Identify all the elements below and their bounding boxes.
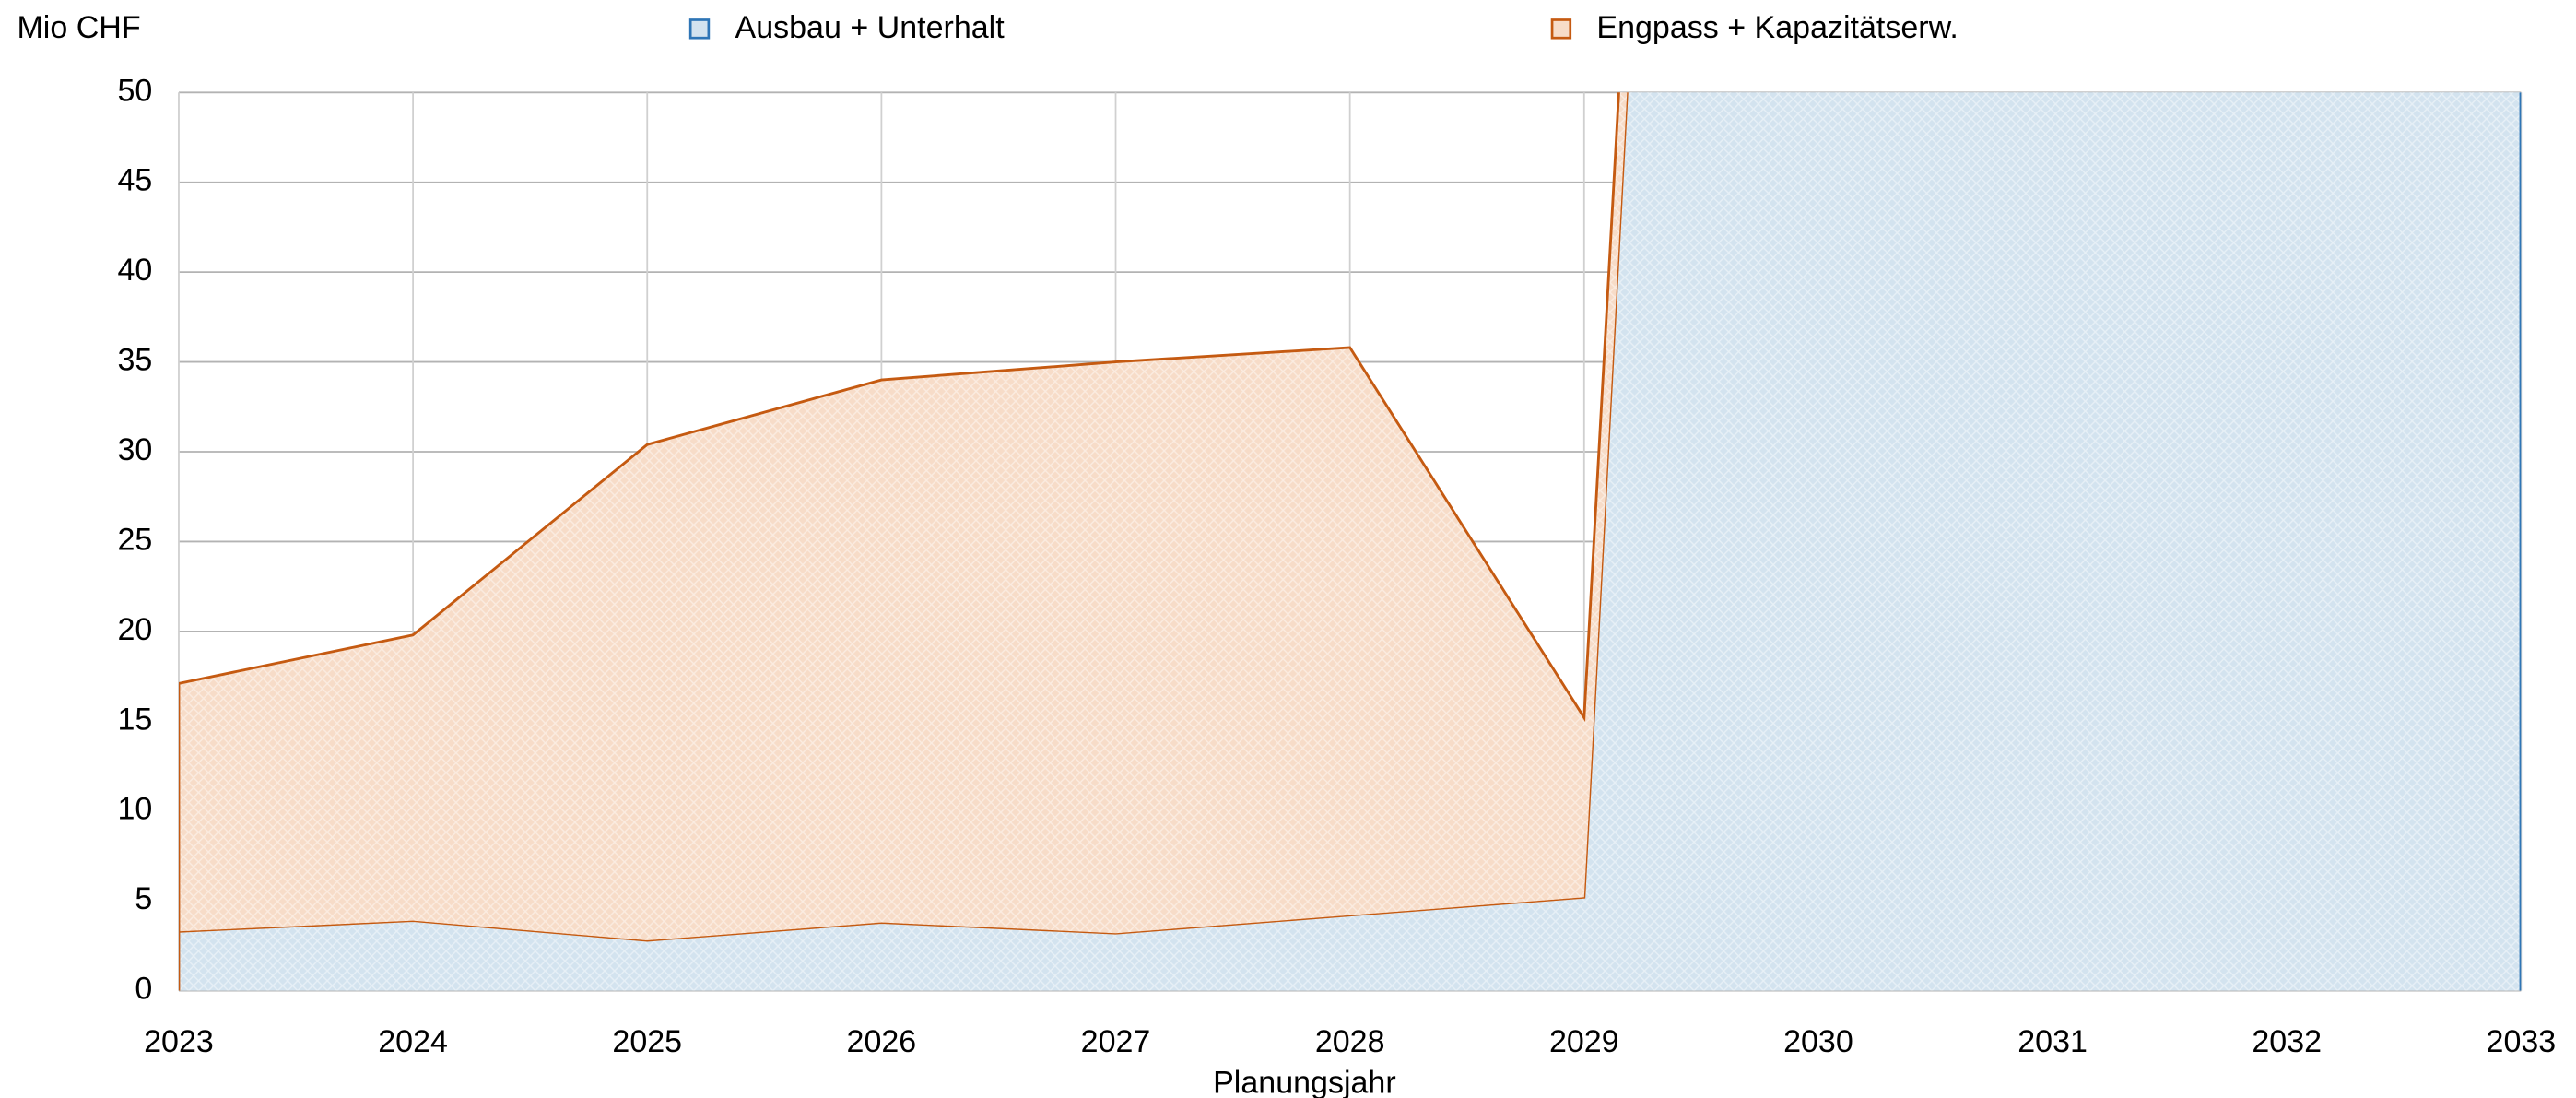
x-tick-label: 2025 bbox=[612, 1024, 682, 1059]
y-tick-label: 40 bbox=[117, 253, 152, 288]
x-tick-label: 2033 bbox=[2487, 1024, 2557, 1059]
x-tick-label: 2029 bbox=[1549, 1024, 1619, 1059]
y-axis-title: Mio CHF bbox=[17, 10, 140, 45]
x-tick-label: 2027 bbox=[1081, 1024, 1151, 1059]
y-tick-label: 15 bbox=[117, 702, 152, 737]
legend-label: Ausbau + Unterhalt bbox=[735, 10, 1006, 45]
legend-swatch bbox=[1550, 18, 1572, 40]
area-hatch bbox=[178, 92, 2522, 991]
x-tick-label: 2030 bbox=[1783, 1024, 1853, 1059]
x-tick-label: 2023 bbox=[144, 1024, 214, 1059]
y-tick-label: 25 bbox=[117, 522, 152, 557]
y-tick-label: 30 bbox=[117, 432, 152, 467]
y-tick-label: 0 bbox=[135, 972, 152, 1007]
x-tick-label: 2024 bbox=[378, 1024, 448, 1059]
x-tick-label: 2026 bbox=[847, 1024, 917, 1059]
y-tick-label: 35 bbox=[117, 343, 152, 378]
x-tick-label: 2032 bbox=[2252, 1024, 2322, 1059]
y-tick-label: 20 bbox=[117, 612, 152, 647]
y-tick-label: 10 bbox=[117, 792, 152, 827]
x-tick-label: 2028 bbox=[1315, 1024, 1385, 1059]
plot-area bbox=[178, 92, 2522, 991]
area-edge bbox=[178, 92, 1620, 722]
x-tick-label: 2031 bbox=[2017, 1024, 2088, 1059]
y-tick-label: 45 bbox=[117, 163, 152, 198]
y-tick-label: 5 bbox=[135, 881, 152, 916]
area-hatch bbox=[178, 92, 1628, 941]
legend-label: Engpass + Kapazitätserw. bbox=[1596, 10, 1958, 45]
x-axis-title: Planungsjahr bbox=[1213, 1066, 1396, 1098]
legend-swatch bbox=[688, 18, 711, 40]
y-tick-label: 50 bbox=[117, 73, 152, 108]
